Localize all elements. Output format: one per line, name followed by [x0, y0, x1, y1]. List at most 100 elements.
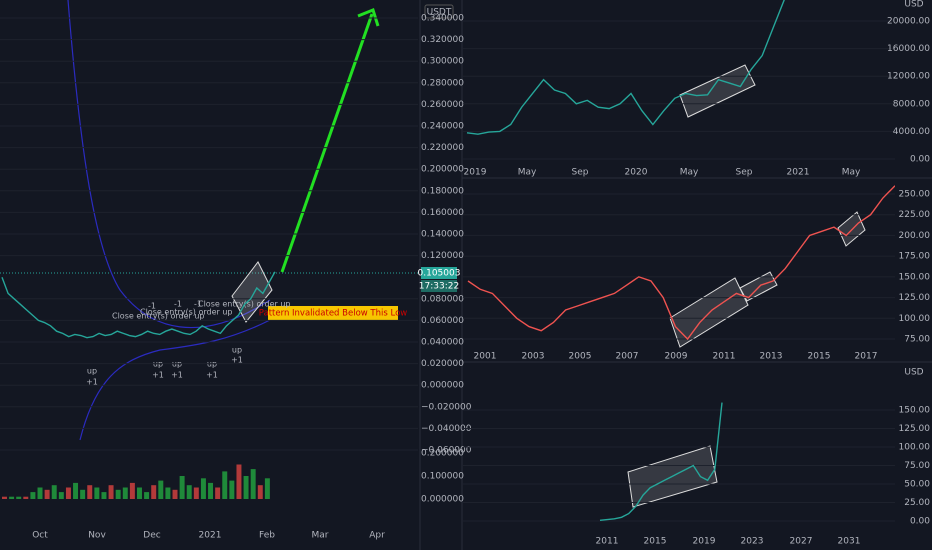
y-tick-label: 75.00 — [904, 461, 930, 471]
volume-bar — [115, 489, 121, 499]
y-tick-label: 0.280000 — [421, 78, 464, 88]
x-tick-label: May — [680, 168, 699, 178]
volume-bar — [222, 471, 228, 499]
y-tick-label: 0.300000 — [421, 57, 464, 67]
y-tick-label: 150.00 — [899, 272, 931, 282]
x-tick-label: Apr — [369, 531, 385, 541]
volume-bar — [137, 487, 142, 499]
volume-bar — [37, 487, 43, 499]
x-tick-label: 2031 — [838, 537, 861, 547]
signal-label: +1 — [206, 371, 218, 380]
signal-label: +1 — [231, 356, 243, 365]
signal-label: +1 — [152, 371, 164, 380]
volume-bar — [257, 485, 263, 499]
volume-bar — [65, 487, 71, 499]
signal-label: up — [232, 346, 242, 355]
volume-bar — [193, 487, 199, 499]
volume-bar — [23, 496, 29, 499]
note: Pattern Invalidated Below This Low — [259, 309, 408, 319]
x-tick-label: Sep — [736, 168, 753, 178]
signal-label: +1 — [86, 378, 98, 387]
price-line — [466, 0, 785, 135]
volume-bar — [30, 492, 36, 499]
y-tick-label: −0.040000 — [421, 424, 472, 434]
y-tick-label: 0.120000 — [421, 251, 464, 261]
y-tick-label: −0.060000 — [421, 446, 472, 456]
price-line — [1, 271, 276, 339]
y-tick-label: 0.320000 — [421, 35, 464, 45]
y-tick-label: 0.140000 — [421, 230, 464, 240]
y-tick-label: 0.160000 — [421, 208, 464, 218]
price-line — [467, 185, 895, 341]
volume-bar — [94, 487, 100, 499]
y-tick-label: 0.340000 — [421, 14, 464, 24]
volume-bar — [44, 489, 50, 499]
y-tick-label: 125.00 — [899, 293, 931, 303]
x-tick-label: 2011 — [713, 352, 736, 362]
last-price: 0.105003 — [418, 269, 461, 279]
y-tick-label: 150.00 — [899, 406, 931, 416]
y-tick-label: 0.100000 — [421, 472, 464, 482]
pattern-box — [837, 211, 866, 247]
x-tick-label: 2011 — [596, 537, 619, 547]
x-tick-label: 2015 — [644, 537, 667, 547]
y-tick-label: 0.00 — [910, 155, 930, 165]
volume-bar — [186, 485, 192, 499]
signal-label: +1 — [171, 371, 183, 380]
x-tick-label: 2007 — [616, 352, 639, 362]
volume-bar — [158, 480, 164, 499]
volume-bar — [250, 469, 256, 499]
countdown-tag — [421, 280, 457, 292]
y-tick-label: −0.020000 — [421, 402, 472, 412]
x-tick-label: 2009 — [665, 352, 688, 362]
y-tick-label: 0.200000 — [421, 165, 464, 175]
y-tick-label: 0.220000 — [421, 143, 464, 153]
exit-label: Close entry(s) order up — [140, 308, 232, 317]
currency: USD — [904, 368, 923, 378]
y-tick-label: 25.00 — [904, 498, 930, 508]
x-tick-label: 2015 — [808, 352, 831, 362]
x-tick-label: 2020 — [625, 168, 648, 178]
x-tick-label: 2021 — [787, 168, 810, 178]
y-tick-label: 200.00 — [899, 231, 931, 241]
exit-label: -1 — [148, 302, 156, 311]
volume-bar — [16, 496, 22, 499]
currency: USDT — [427, 8, 452, 18]
volume-bar — [172, 489, 178, 499]
x-tick-label: 2003 — [522, 352, 545, 362]
volume-bar — [87, 485, 93, 499]
x-tick-label: May — [842, 168, 861, 178]
volume-bar — [236, 464, 242, 499]
y-tick-label: 0.260000 — [421, 100, 464, 110]
volume-bar — [215, 487, 221, 499]
x-tick-label: 2013 — [760, 352, 783, 362]
volume-bar — [108, 485, 114, 499]
x-tick-label: 2017 — [855, 352, 878, 362]
y-tick-label: 20000.00 — [887, 17, 930, 27]
volume-bar — [229, 480, 235, 499]
y-tick-label: 125.00 — [899, 424, 931, 434]
volume-bar — [243, 476, 249, 499]
x-tick-label: 2019 — [464, 168, 487, 178]
indicator-curve — [67, 0, 271, 329]
volume-bar — [80, 489, 86, 499]
x-tick-label: 2021 — [199, 531, 222, 541]
y-tick-label: 0.000000 — [421, 381, 464, 391]
x-tick-label: Mar — [312, 531, 329, 541]
currency-box — [424, 4, 454, 19]
countdown: 17:33:22 — [419, 282, 459, 292]
y-tick-label: 0.180000 — [421, 186, 464, 196]
signal-label: up — [87, 367, 97, 376]
y-tick-label: 4000.00 — [893, 127, 930, 137]
y-tick-label: 0.000000 — [421, 495, 464, 505]
note-box — [268, 306, 398, 320]
target-arrow-head — [357, 8, 380, 27]
pattern-box — [231, 261, 273, 323]
volume-bar — [264, 478, 270, 499]
volume-bar — [200, 478, 206, 499]
volume-bar — [51, 485, 57, 499]
y-tick-label: 50.00 — [904, 480, 930, 490]
x-tick-label: 2027 — [790, 537, 813, 547]
y-tick-label: 8000.00 — [893, 99, 930, 109]
